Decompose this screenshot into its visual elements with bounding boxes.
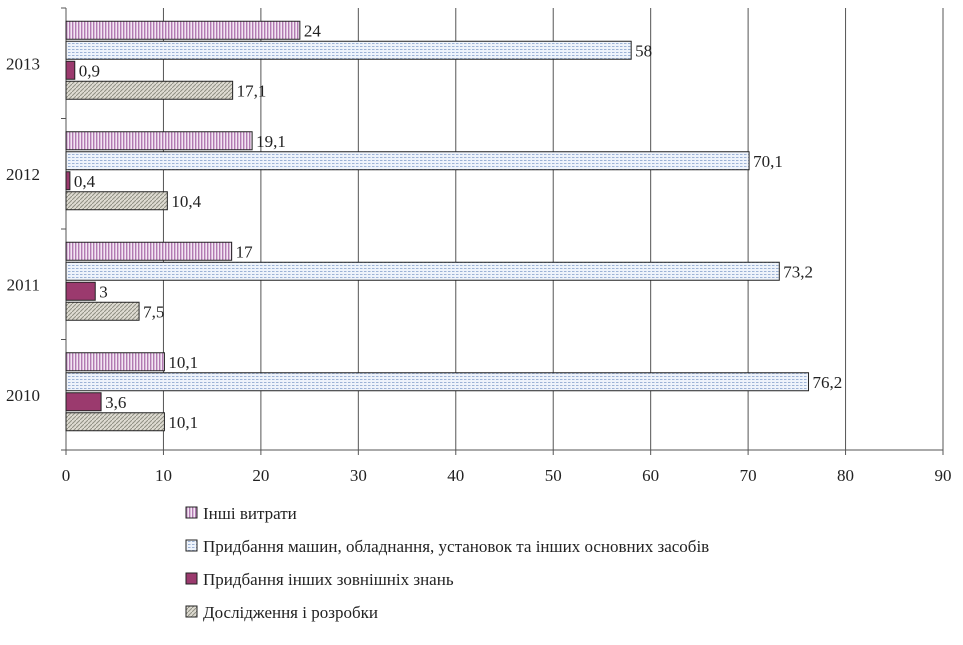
x-tick-label: 20 [252,466,269,485]
legend-label: Придбання інших зовнішніх знань [203,570,454,589]
data-label: 3,6 [105,393,126,412]
bar [65,261,780,281]
bar [65,20,301,40]
legend-swatch [185,605,198,618]
data-label: 10,1 [168,413,198,432]
data-label: 76,2 [813,373,843,392]
x-tick-label: 50 [545,466,562,485]
legend-swatch [185,539,198,552]
data-label: 24 [304,21,322,40]
data-labels: 10,1 76,2 3,6 10,1 17 73,2 3 7,5 19,1 70,1 0,4 10,4… [74,21,842,432]
x-tick-label: 30 [350,466,367,485]
data-label: 19,1 [256,132,286,151]
bar [65,352,165,372]
gridlines [162,8,944,450]
data-label: 10,4 [171,192,201,211]
x-tick-label: 40 [447,466,464,485]
bar [65,131,253,151]
legend-label: Придбання машин, обладнання, установок т… [203,537,709,556]
data-label: 17,1 [237,81,267,100]
bar [65,151,750,171]
legend-label: Інші витрати [203,504,297,523]
data-label: 10,1 [168,353,198,372]
bar [65,301,140,321]
x-tick-label: 90 [935,466,952,485]
x-tick-label: 70 [740,466,757,485]
legend-label: Дослідження і розробки [203,603,378,622]
data-label: 0,9 [79,61,100,80]
data-label: 7,5 [143,302,164,321]
bar [65,281,96,301]
y-category-label: 2010 [6,386,40,405]
x-tick-label: 10 [155,466,172,485]
x-tick-label: 80 [837,466,854,485]
bar [65,191,168,211]
data-label: 17 [236,242,254,261]
bar [65,412,165,432]
bars [65,20,810,432]
legend-swatch [185,572,198,585]
x-tick-label: 0 [62,466,71,485]
bar [65,40,632,60]
y-category-label: 2012 [6,165,40,184]
axes: 0 10 20 30 40 50 60 70 80 90 2010 2011 2012 2013 [6,7,952,485]
bar [65,241,233,261]
data-label: 58 [635,41,652,60]
data-label: 70,1 [753,152,783,171]
data-label: 73,2 [783,262,813,281]
bar [65,80,234,100]
legend: Інші витрати Придбання машин, обладнання,… [185,504,709,622]
bar [65,60,76,80]
legend-swatch [185,506,198,519]
bar [65,171,71,191]
x-tick-label: 60 [642,466,659,485]
y-category-label: 2011 [7,275,40,294]
data-label: 0,4 [74,172,96,191]
bar [65,392,102,412]
y-category-label: 2013 [6,54,40,73]
bar [65,372,810,392]
data-label: 3 [99,282,108,301]
